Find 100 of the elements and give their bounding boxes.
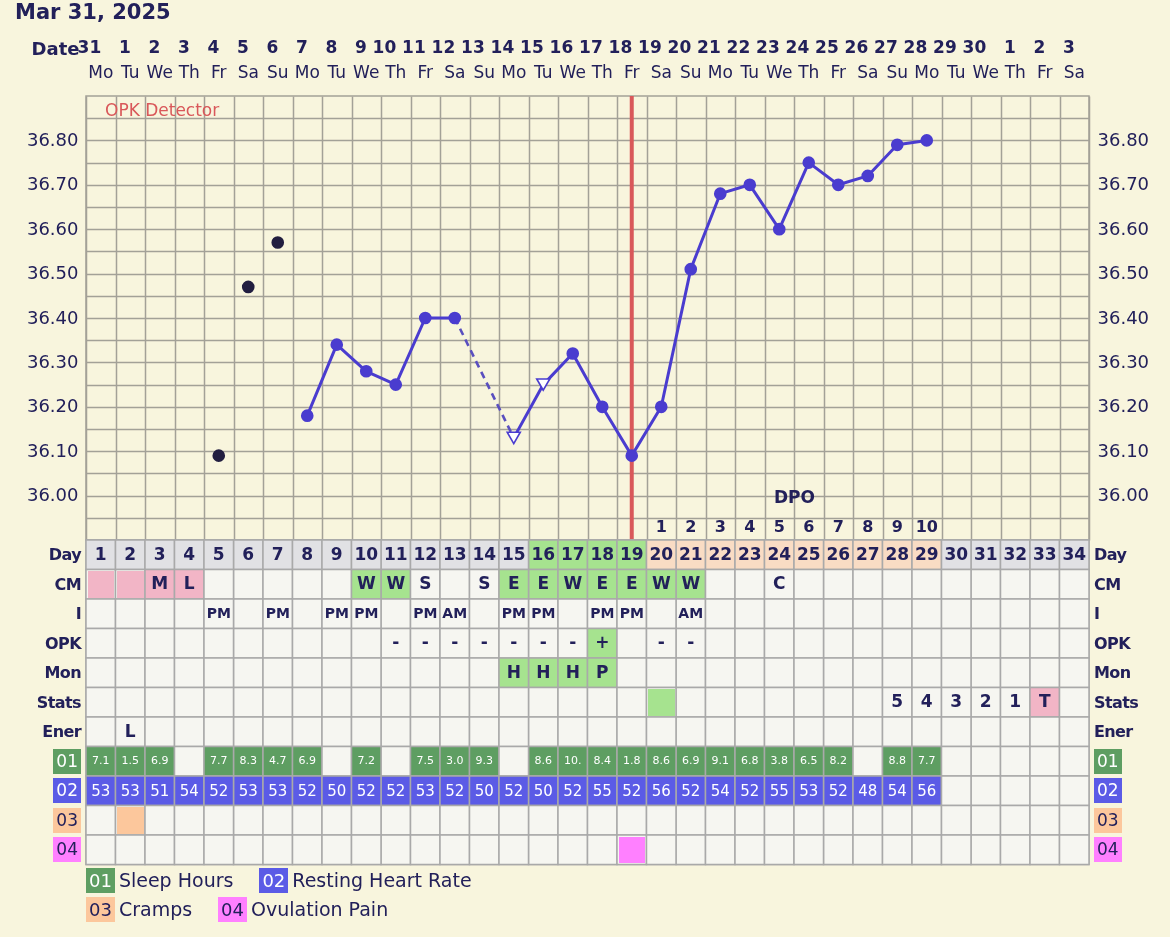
data-label: 52 (681, 781, 701, 800)
data-label: 52 (828, 781, 848, 800)
data-label: 20 (649, 543, 674, 564)
data-label: 11 (383, 543, 408, 564)
data-label: 4 (920, 691, 933, 712)
data-label: 1 (94, 543, 107, 564)
y2-tick-label: I (1094, 603, 1100, 626)
x-tick-label: 6 (803, 516, 815, 536)
text: + (595, 632, 610, 653)
y2-tick-label: CM (1094, 573, 1121, 596)
category-label: 3 Sa (1062, 36, 1085, 82)
text: PM (413, 604, 438, 621)
text: PM (265, 604, 290, 621)
data-label: 48 (858, 781, 878, 800)
y-tick-label: 03 (53, 807, 81, 833)
data-label: 50 (533, 781, 553, 800)
y-tick-label: Ener (41, 721, 81, 744)
text: PM (324, 604, 349, 621)
text: PM (354, 604, 379, 621)
y-tick-label: 36.40 (26, 306, 79, 328)
data-label: 23 (737, 543, 762, 564)
category-label: 3 Th (177, 36, 200, 82)
text: T (1038, 691, 1051, 712)
data-label: 7 (271, 543, 284, 564)
text: - (392, 632, 400, 653)
data-label: 52 (445, 781, 465, 800)
ref-line-label: OPK Detector (105, 100, 220, 120)
point (861, 169, 875, 183)
point (831, 178, 845, 192)
data-label: 54 (179, 781, 199, 800)
data-label: 10 (354, 543, 379, 564)
text: PM (206, 604, 231, 621)
x-tick-label: 1 (655, 516, 667, 536)
text: PM (501, 604, 526, 621)
data-label: 52 (386, 781, 406, 800)
category-label: 5 Sa (236, 36, 259, 82)
x-tick-label: 4 (744, 516, 756, 536)
data-label: 7.1 (92, 754, 110, 768)
y-tick-label: 36.20 (26, 395, 79, 417)
y-tick-label: 36.80 (26, 128, 79, 150)
data-label: 4.7 (269, 754, 287, 768)
data-label: 33 (1032, 543, 1057, 564)
data-label: 53 (238, 781, 258, 800)
y2-tick-label: 36.30 (1097, 350, 1150, 372)
data-label: 32 (1003, 543, 1028, 564)
text: S (478, 573, 491, 594)
data-label: 51 (150, 781, 170, 800)
x-tick-label: 8 (862, 516, 874, 536)
point (625, 449, 639, 462)
data-label: 10. (564, 754, 582, 768)
y2-tick-label: Day (1094, 544, 1127, 567)
text: L (183, 573, 195, 594)
text: H (536, 661, 551, 682)
y2-tick-label: 03 (1094, 807, 1122, 833)
point (506, 431, 522, 445)
data-label: 6.5 (800, 754, 818, 768)
data-label: 2 (124, 543, 137, 564)
text: W (356, 573, 376, 594)
point (212, 449, 226, 462)
data-label: 53 (415, 781, 435, 800)
y2-tick-label: 36.00 (1097, 484, 1150, 506)
x-tick-label: 5 (773, 516, 785, 536)
data-label: 7.7 (210, 754, 228, 768)
y2-tick-label: 01 (1094, 748, 1122, 774)
category-label: 31 Mo (77, 36, 114, 82)
data-label: 3 (153, 543, 166, 564)
text: Sleep Hours (118, 869, 234, 891)
category-label: 2 We (146, 36, 173, 82)
point (890, 138, 904, 152)
data-label: 54 (887, 781, 907, 800)
y2-tick-label: 36.60 (1097, 217, 1150, 239)
text: W (651, 573, 671, 594)
text: S (419, 573, 432, 594)
text: AM (678, 604, 704, 621)
data-label: 6.9 (298, 754, 316, 768)
data-label: 3.0 (446, 754, 464, 768)
category-label: 4 Fr (207, 36, 227, 82)
data-label: 13 (442, 543, 467, 564)
data-label: 24 (767, 543, 792, 564)
y-tick-label: CM (53, 573, 81, 596)
y-tick-label: Day (47, 544, 81, 567)
data-label: 50 (474, 781, 494, 800)
text: PM (619, 604, 644, 621)
data-label: 8.6 (534, 754, 552, 768)
text: M (151, 573, 169, 594)
data-label: 26 (826, 543, 851, 564)
x-axis-title: DPO (773, 486, 816, 507)
text: W (386, 573, 406, 594)
data-label: 9 (330, 543, 343, 564)
y2-tick-label: 36.40 (1097, 306, 1150, 328)
y2-tick-label: 36.50 (1097, 262, 1150, 284)
data-label: 54 (710, 781, 730, 800)
y2-tick-label: 04 (1094, 837, 1122, 863)
data-label: 1 (1009, 691, 1022, 712)
text: PM (531, 604, 556, 621)
category-label: 8 Tu (325, 36, 347, 82)
text: P (596, 661, 609, 682)
x-axis-title: Date (31, 37, 80, 59)
data-label: 5 (212, 543, 225, 564)
data-label: 21 (678, 543, 703, 564)
